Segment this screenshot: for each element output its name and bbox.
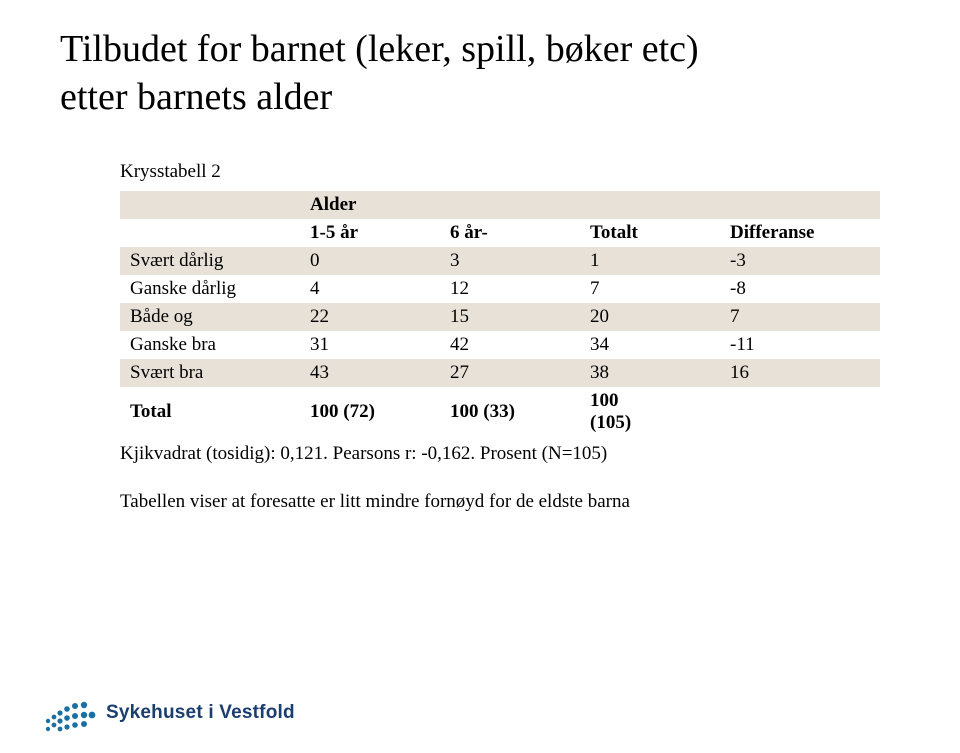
- cell: 16: [720, 359, 880, 387]
- row-label: Svært bra: [120, 359, 300, 387]
- cell: 31: [300, 331, 440, 359]
- cell: 3: [440, 247, 580, 275]
- table-row: Ganske dårlig 4 12 7 -8: [120, 275, 880, 303]
- cell: 34: [580, 331, 720, 359]
- col-header-1: 1-5 år: [300, 219, 440, 247]
- cell: 42: [440, 331, 580, 359]
- cell-line2: (105): [590, 412, 631, 433]
- table-row: Både og 22 15 20 7: [120, 303, 880, 331]
- col-header-3: Totalt: [580, 219, 720, 247]
- table-row: Svært bra 43 27 38 16: [120, 359, 880, 387]
- row-label: Total: [120, 387, 300, 437]
- table-row-total: Total 100 (72) 100 (33) 100 (105): [120, 387, 880, 437]
- table-header-blank: [720, 191, 880, 219]
- data-table: Alder 1-5 år 6 år- Totalt Differanse Svæ…: [120, 191, 880, 437]
- cell: -11: [720, 331, 880, 359]
- logo-text: Sykehuset i Vestfold: [106, 702, 295, 724]
- crosstab-label: Krysstabell 2: [120, 161, 920, 183]
- cell: 0: [300, 247, 440, 275]
- slide-page: Tilbudet for barnet (leker, spill, bøker…: [0, 0, 960, 753]
- row-label: Svært dårlig: [120, 247, 300, 275]
- table-header-blank: [580, 191, 720, 219]
- table-header-group: Alder: [300, 191, 440, 219]
- cell: 1: [580, 247, 720, 275]
- title-line-1: Tilbudet for barnet (leker, spill, bøker…: [60, 28, 699, 70]
- cell: 7: [580, 275, 720, 303]
- col-header-2: 6 år-: [440, 219, 580, 247]
- row-label: Ganske bra: [120, 331, 300, 359]
- cell: 7: [720, 303, 880, 331]
- table-header-group-row: Alder: [120, 191, 880, 219]
- cell: -3: [720, 247, 880, 275]
- cell: 15: [440, 303, 580, 331]
- cell: 100 (33): [440, 387, 580, 437]
- table-header-blank: [120, 191, 300, 219]
- row-label: Ganske dårlig: [120, 275, 300, 303]
- row-label: Både og: [120, 303, 300, 331]
- caption-line: Tabellen viser at foresatte er litt mind…: [120, 491, 920, 513]
- hospital-logo: Sykehuset i Vestfold: [42, 691, 295, 735]
- table-row: Svært dårlig 0 3 1 -3: [120, 247, 880, 275]
- stats-line: Kjikvadrat (tosidig): 0,121. Pearsons r:…: [120, 443, 920, 465]
- cell: 43: [300, 359, 440, 387]
- table-header-columns-row: 1-5 år 6 år- Totalt Differanse: [120, 219, 880, 247]
- cell-line1: 100: [590, 390, 619, 411]
- table-header-blank: [440, 191, 580, 219]
- logo-dots-icon: [42, 691, 96, 735]
- slide-title: Tilbudet for barnet (leker, spill, bøker…: [60, 26, 920, 121]
- cell: 27: [440, 359, 580, 387]
- col-header-label: [120, 219, 300, 247]
- cell: 38: [580, 359, 720, 387]
- col-header-4: Differanse: [720, 219, 880, 247]
- cell: 4: [300, 275, 440, 303]
- table-row: Ganske bra 31 42 34 -11: [120, 331, 880, 359]
- cell: 100 (72): [300, 387, 440, 437]
- cell: 20: [580, 303, 720, 331]
- cell: 100 (105): [580, 387, 720, 437]
- cell: 22: [300, 303, 440, 331]
- cell: -8: [720, 275, 880, 303]
- cell: 12: [440, 275, 580, 303]
- cell: [720, 387, 880, 437]
- title-line-2: etter barnets alder: [60, 76, 332, 118]
